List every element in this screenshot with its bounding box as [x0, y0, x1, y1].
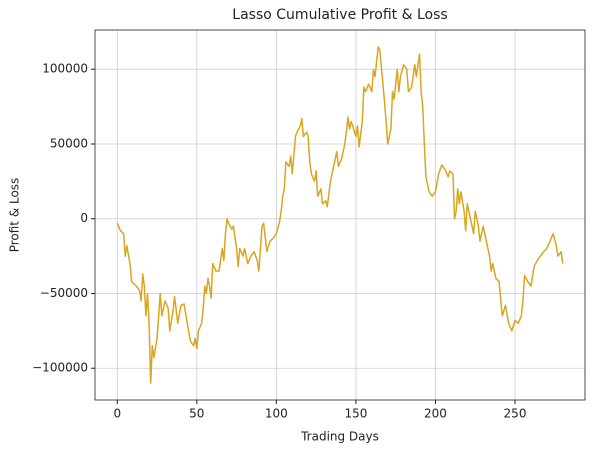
x-tick-label: 0 [113, 407, 121, 421]
y-tick-label: −50000 [40, 286, 88, 300]
pnl-line [116, 46, 564, 384]
y-tick-label: −100000 [32, 361, 88, 375]
x-tick-label: 150 [344, 407, 367, 421]
x-axis-label: Trading Days [300, 430, 379, 444]
y-tick-label: 100000 [42, 62, 88, 76]
x-tick-label: 100 [265, 407, 288, 421]
y-tick-label: 50000 [50, 136, 88, 150]
plot-frame [94, 29, 586, 401]
y-tick-label: 0 [80, 211, 88, 225]
chart-title: Lasso Cumulative Profit & Loss [232, 7, 447, 23]
x-tick-label: 50 [189, 407, 204, 421]
x-tick-label: 200 [424, 407, 447, 421]
y-axis-label: Profit & Loss [8, 178, 22, 253]
x-tick-label: 250 [504, 407, 527, 421]
